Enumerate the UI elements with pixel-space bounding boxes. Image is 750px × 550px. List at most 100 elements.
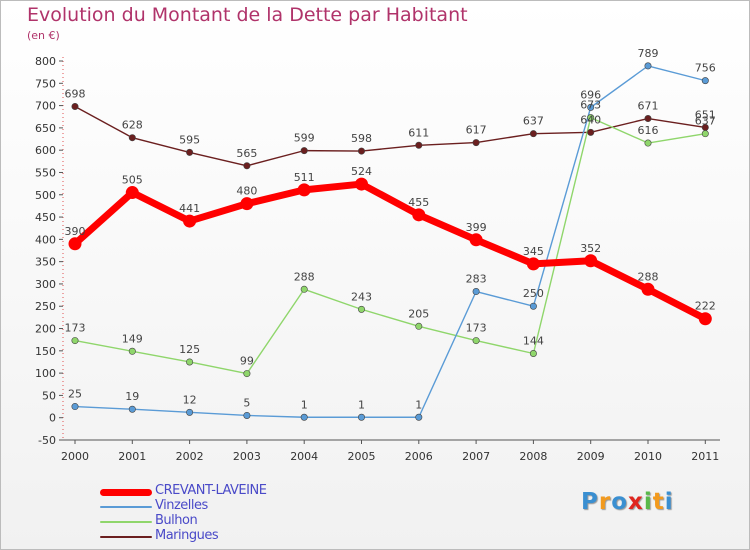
x-tick-label: 2002 (176, 450, 204, 463)
y-tick-label: 750 (35, 77, 56, 90)
data-point-vinzelles (644, 62, 652, 70)
data-point-vinzelles (186, 408, 194, 416)
data-label-vinzelles: 1 (301, 398, 308, 411)
x-tick-label: 2007 (462, 450, 490, 463)
data-point-crevant-laveine (698, 312, 712, 326)
data-label-maringues: 599 (294, 132, 315, 145)
x-tick-label: 2011 (691, 450, 719, 463)
y-tick-label: -50 (38, 434, 56, 447)
y-tick-label: 0 (49, 412, 56, 425)
x-tick-label: 2004 (290, 450, 318, 463)
data-point-vinzelles (300, 413, 308, 421)
data-label-vinzelles: 5 (243, 396, 250, 409)
data-point-bulhon (701, 130, 709, 138)
y-tick-label: 450 (35, 211, 56, 224)
data-label-crevant-laveine: 505 (122, 174, 143, 187)
y-tick-label: 250 (35, 300, 56, 313)
data-point-bulhon (472, 337, 480, 345)
data-label-bulhon: 173 (65, 322, 86, 335)
y-tick-label: 150 (35, 345, 56, 358)
data-label-crevant-laveine: 222 (695, 300, 716, 313)
legend-label-bulhon: Bulhon (155, 513, 198, 528)
y-tick-label: 50 (42, 389, 56, 402)
data-point-crevant-laveine (355, 177, 368, 191)
data-label-maringues: 628 (122, 119, 143, 132)
data-label-maringues: 611 (408, 126, 429, 139)
data-label-vinzelles: 789 (638, 47, 659, 60)
logo-letter: i (643, 489, 653, 515)
data-label-maringues: 565 (236, 147, 257, 160)
data-point-vinzelles (415, 413, 423, 421)
data-label-crevant-laveine: 480 (236, 185, 257, 198)
data-point-crevant-laveine (68, 237, 82, 251)
data-point-vinzelles (243, 411, 251, 419)
data-label-vinzelles: 25 (68, 388, 82, 401)
data-label-bulhon: 243 (351, 290, 372, 303)
series-line-bulhon (74, 116, 706, 375)
y-tick-label: 800 (35, 55, 56, 68)
proxiti-logo: Proxiti (581, 489, 674, 515)
data-point-crevant-laveine (469, 233, 483, 247)
data-point-crevant-laveine (297, 183, 311, 197)
legend-swatch-crevant-laveine (100, 489, 152, 496)
y-tick-label: 350 (35, 256, 56, 269)
data-point-crevant-laveine (641, 282, 655, 296)
y-tick-label: 650 (35, 122, 56, 135)
data-point-bulhon (71, 337, 79, 345)
y-tick-label: 700 (35, 100, 56, 113)
data-label-bulhon: 144 (523, 334, 544, 347)
series-points (68, 62, 712, 421)
logo-letter: o (611, 489, 629, 515)
data-label-vinzelles: 1 (358, 398, 365, 411)
data-point-vinzelles (472, 288, 480, 296)
data-point-maringues (529, 130, 537, 138)
y-tick-label: 500 (35, 189, 56, 202)
x-tick-label: 2000 (61, 450, 89, 463)
data-label-vinzelles: 283 (466, 273, 487, 286)
data-label-maringues: 671 (638, 100, 659, 113)
y-tick-label: 550 (35, 166, 56, 179)
data-label-bulhon: 125 (179, 343, 200, 356)
data-point-crevant-laveine (584, 254, 598, 268)
data-label-maringues: 598 (351, 132, 372, 145)
data-point-bulhon (587, 114, 595, 122)
legend-swatch-maringues (100, 536, 152, 538)
data-point-vinzelles (701, 77, 709, 85)
data-label-crevant-laveine: 524 (351, 165, 372, 178)
data-point-vinzelles (128, 405, 136, 413)
legend-swatch-vinzelles (100, 506, 152, 508)
data-label-maringues: 617 (466, 124, 487, 137)
data-point-crevant-laveine (412, 208, 426, 222)
legend-label-crevant-laveine: CREVANT-LAVEINE (155, 483, 267, 498)
x-tick-label: 2006 (405, 450, 433, 463)
unit-label: (en €) (27, 29, 60, 42)
data-point-bulhon (357, 305, 365, 313)
y-tick-label: 200 (35, 323, 56, 336)
data-label-maringues: 595 (179, 133, 200, 146)
data-label-bulhon: 173 (466, 322, 487, 335)
data-point-bulhon (186, 358, 194, 366)
data-point-maringues (186, 148, 194, 156)
data-point-vinzelles (357, 413, 365, 421)
data-label-maringues: 651 (695, 108, 716, 121)
data-point-maringues (415, 141, 423, 149)
data-point-maringues (300, 147, 308, 155)
series-lines (71, 65, 709, 418)
data-label-bulhon: 205 (408, 307, 429, 320)
x-tick-label: 2001 (118, 450, 146, 463)
x-tick-label: 2010 (634, 450, 662, 463)
data-point-maringues (644, 115, 652, 123)
data-label-vinzelles: 696 (580, 88, 601, 101)
data-point-bulhon (415, 322, 423, 330)
data-point-crevant-laveine (240, 197, 254, 211)
data-label-crevant-laveine: 399 (466, 221, 487, 234)
data-point-maringues (128, 134, 136, 142)
data-point-crevant-laveine (183, 214, 197, 228)
data-label-crevant-laveine: 441 (179, 202, 200, 215)
axes: -50 0 50 100 150 200 250 300 350 400 450 500 550 600 6… (35, 55, 720, 463)
x-tick-label: 2005 (348, 450, 376, 463)
logo-letter: t (652, 489, 665, 515)
